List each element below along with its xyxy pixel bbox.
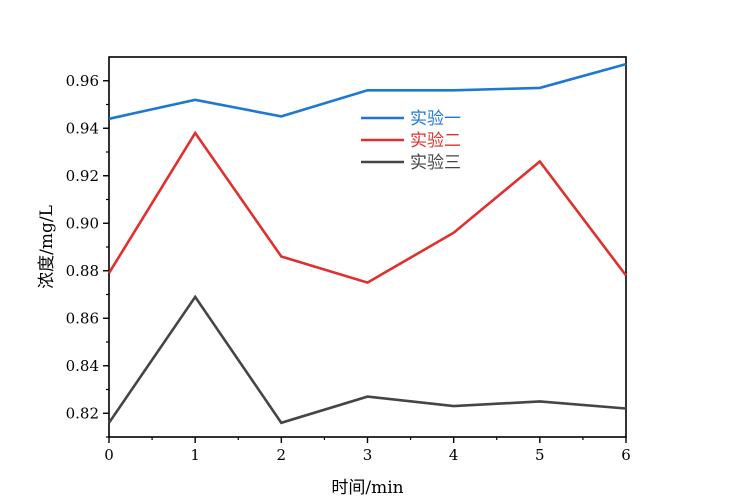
series-line-3 (107, 294, 627, 425)
y-tick-label: 0.92 (66, 167, 99, 185)
y-tick-label: 0.90 (66, 214, 99, 232)
y-tick-label: 0.88 (66, 262, 99, 280)
legend-label-3: 实验三 (410, 153, 461, 173)
x-axis-title: 时间/min (331, 478, 403, 498)
legend-label-1: 实验一 (410, 109, 461, 129)
x-tick-label: 2 (277, 446, 287, 464)
y-tick-label: 0.94 (66, 119, 99, 137)
series-line-2 (107, 130, 628, 285)
x-tick-label: 3 (363, 446, 373, 464)
x-tick-label: 1 (190, 446, 200, 464)
y-tick-label: 0.82 (66, 404, 99, 422)
plot-frame (108, 56, 627, 438)
x-tick-label: 5 (535, 446, 545, 464)
x-tick-label: 0 (104, 446, 114, 464)
legend-label-2: 实验二 (410, 131, 461, 151)
plot-border (108, 56, 627, 438)
y-tick-label: 0.84 (66, 357, 99, 375)
y-axis-title: 浓度/mg/L (37, 205, 57, 289)
x-tick-label: 6 (621, 446, 631, 464)
series-layer (107, 62, 628, 425)
x-axis-ticks: 0 1 2 3 4 5 6 (104, 437, 631, 464)
y-tick-label: 0.86 (66, 309, 99, 327)
y-axis-ticks: 0.82 0.84 0.86 0.88 0.90 0.92 0.94 0.96 (66, 72, 109, 438)
series-line-1 (108, 62, 627, 121)
y-tick-label: 0.96 (66, 72, 99, 90)
x-tick-label: 4 (449, 446, 459, 464)
